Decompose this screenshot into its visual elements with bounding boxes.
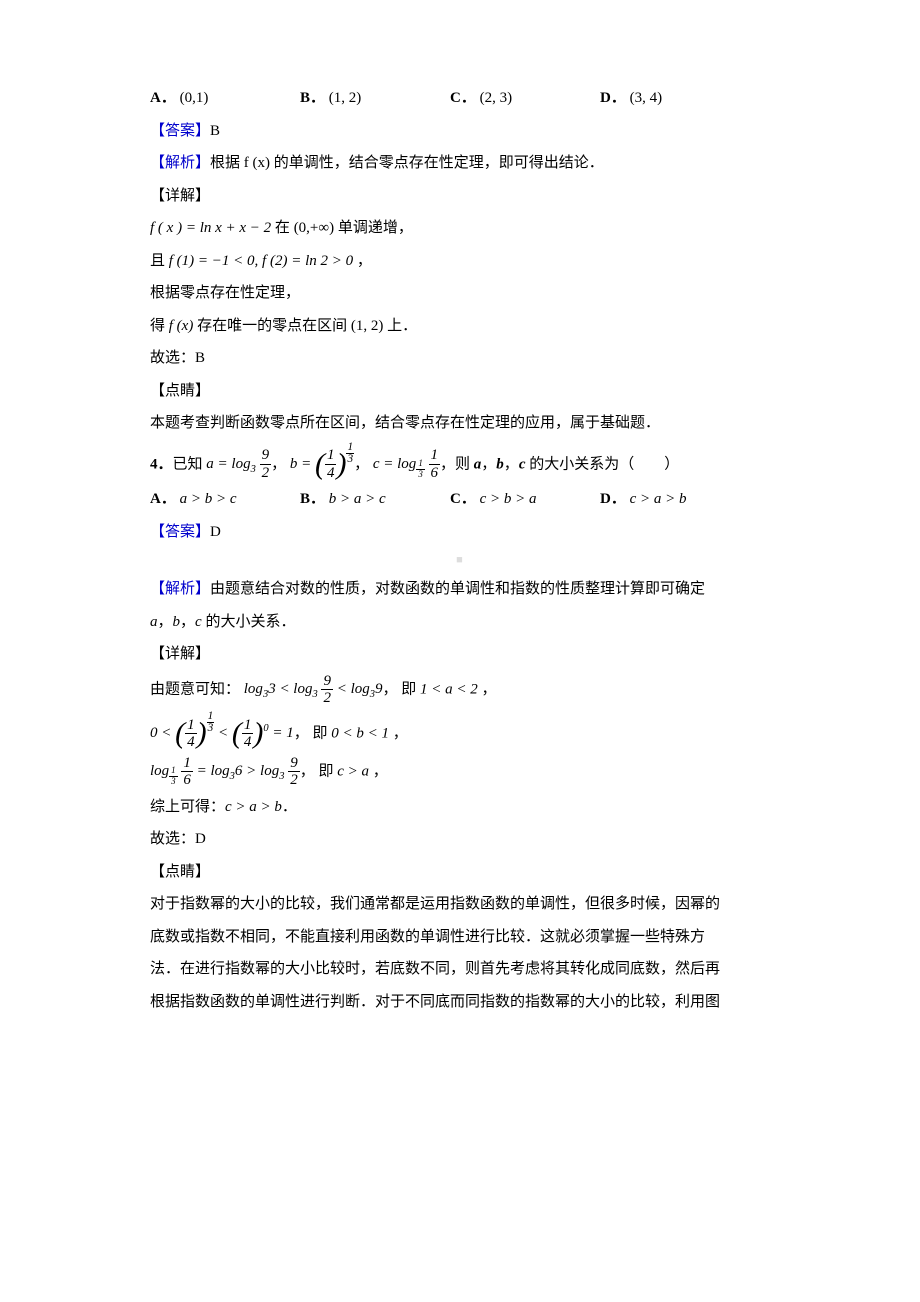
q3-jiexi: 【解析】根据 f (x) 的单调性，结合零点存在性定理，即可得出结论． [150, 149, 770, 178]
a-expr: a = log3 92 [206, 456, 271, 472]
answer-text: B [210, 123, 220, 139]
q3-detail-5: 故选：B [150, 344, 770, 373]
jiexi-tag: 【解析】 [150, 581, 210, 597]
opt-value: (2, 3) [480, 90, 513, 106]
q3-detail-3: 根据零点存在性定理， [150, 279, 770, 308]
c-expr: c = log13 16 [373, 456, 440, 472]
q4-detail-1: 由题意可知： log33 < log3 92 < log39， 即 1 < a … [150, 673, 770, 707]
q4-detail-3: log13 16 = log36 > log3 92， 即 c > a ， [150, 755, 770, 789]
q4-dj-3: 法．在进行指数幂的大小比较时，若底数不同，则首先考虑将其转化成同底数，然后再 [150, 955, 770, 984]
opt-value: (1, 2) [329, 90, 362, 106]
opt-label: D． [600, 90, 626, 106]
q4-option-C: C． c > b > a [450, 485, 600, 514]
watermark: ■ [150, 550, 770, 571]
opt-label: C． [450, 90, 476, 106]
jiexi-tag: 【解析】 [150, 155, 210, 171]
opt-label: D． [600, 491, 626, 507]
opt-label: B． [300, 491, 325, 507]
q3-option-B: B． (1, 2) [300, 84, 450, 113]
q3-dianjing: 本题考查判断函数零点所在区间，结合零点存在性定理的应用，属于基础题． [150, 409, 770, 438]
q3-detail-1: f ( x ) = ln x + x − 2 在 (0,+∞) 单调递增， [150, 214, 770, 243]
opt-value: a > b > c [180, 491, 237, 507]
q4-stem: 4．已知 a = log3 92， b = (14)13， c = log13 … [150, 442, 770, 482]
q4-dj-1: 对于指数幂的大小的比较，我们通常都是运用指数函数的单调性，但很多时候，因幂的 [150, 890, 770, 919]
q4-option-D: D． c > a > b [600, 485, 750, 514]
q3-answer: 【答案】B [150, 117, 770, 146]
opt-label: A． [150, 90, 176, 106]
q4-jiexi: 【解析】由题意结合对数的性质，对数函数的单调性和指数的性质整理计算即可确定 [150, 575, 770, 604]
q4-jiexi-2: a，b，c 的大小关系． [150, 608, 770, 637]
opt-value: c > a > b [630, 491, 687, 507]
q3-option-A: A． (0,1) [150, 84, 300, 113]
q3-option-D: D． (3, 4) [600, 84, 750, 113]
q4-answer: 【答案】D [150, 518, 770, 547]
q4-dj-2: 底数或指数不相同，不能直接利用函数的单调性进行比较．这就必须掌握一些特殊方 [150, 923, 770, 952]
opt-label: B． [300, 90, 325, 106]
q3-options: A． (0,1) B． (1, 2) C． (2, 3) D． (3, 4) [150, 84, 770, 113]
q4-detail-2: 0 < (14)13 < (14)0 = 1， 即 0 < b < 1 ， [150, 711, 770, 751]
q4-detail-4: 综上可得：c > a > b． [150, 793, 770, 822]
dianjing-tag: 【点睛】 [150, 858, 770, 887]
q4-option-A: A． a > b > c [150, 485, 300, 514]
detail-tag: 【详解】 [150, 182, 770, 211]
jiexi-text: 根据 f (x) 的单调性，结合零点存在性定理，即可得出结论． [210, 155, 604, 171]
answer-tag: 【答案】 [150, 524, 210, 540]
opt-value: (3, 4) [630, 90, 663, 106]
q4-options: A． a > b > c B． b > a > c C． c > b > a D… [150, 485, 770, 514]
answer-tag: 【答案】 [150, 123, 210, 139]
q4-number: 4． [150, 456, 173, 472]
q4-detail-5: 故选：D [150, 825, 770, 854]
answer-text: D [210, 524, 221, 540]
opt-label: C． [450, 491, 476, 507]
q3-option-C: C． (2, 3) [450, 84, 600, 113]
dianjing-tag: 【点睛】 [150, 377, 770, 406]
opt-value: (0,1) [180, 90, 209, 106]
expr: f ( x ) = ln x + x − 2 [150, 220, 271, 236]
q3-detail-2: 且 f (1) = −1 < 0, f (2) = ln 2 > 0 ， [150, 247, 770, 276]
q4-dj-4: 根据指数函数的单调性进行判断．对于不同底而同指数的指数幂的大小的比较，利用图 [150, 988, 770, 1017]
q3-detail-4: 得 f (x) 存在唯一的零点在区间 (1, 2) 上． [150, 312, 770, 341]
b-expr: b = (14)13 [290, 456, 354, 472]
opt-value: b > a > c [329, 491, 386, 507]
detail-tag: 【详解】 [150, 640, 770, 669]
opt-value: c > b > a [480, 491, 537, 507]
q4-option-B: B． b > a > c [300, 485, 450, 514]
opt-label: A． [150, 491, 176, 507]
